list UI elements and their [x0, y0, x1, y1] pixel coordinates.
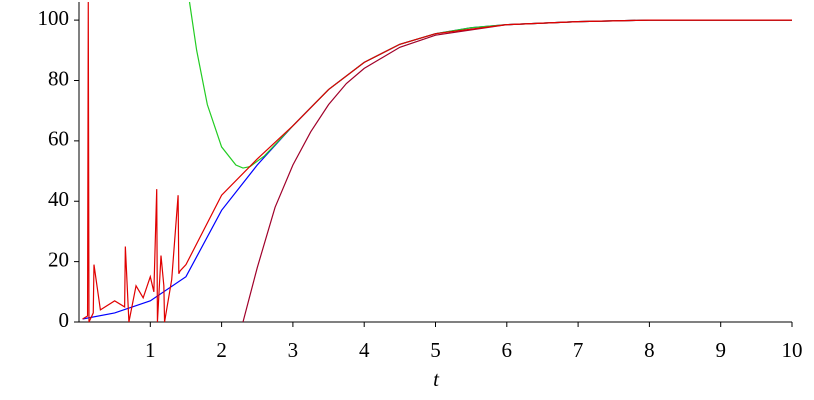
x-tick-label: 3	[288, 338, 299, 362]
x-tick-label: 9	[715, 338, 726, 362]
series-line	[242, 19, 792, 323]
y-tick-label: 20	[48, 247, 69, 271]
x-tick-label: 5	[430, 338, 441, 362]
y-tick-label: 60	[48, 127, 69, 151]
x-axis-label: t	[433, 367, 440, 391]
x-tick-label: 1	[145, 338, 156, 362]
x-tick-label: 10	[782, 338, 803, 362]
x-tick-label: 6	[502, 338, 513, 362]
y-tick-label: 40	[48, 187, 69, 211]
x-tick-label: 8	[644, 338, 655, 362]
x-tick-label: 7	[573, 338, 584, 362]
series-line	[82, 1, 792, 323]
y-tick-label: 100	[38, 6, 70, 30]
y-tick-label: 80	[48, 66, 69, 90]
x-tick-label: 2	[216, 338, 227, 362]
x-tick-label: 4	[359, 338, 370, 362]
y-tick-label: 0	[59, 308, 70, 332]
series-line	[82, 19, 792, 320]
